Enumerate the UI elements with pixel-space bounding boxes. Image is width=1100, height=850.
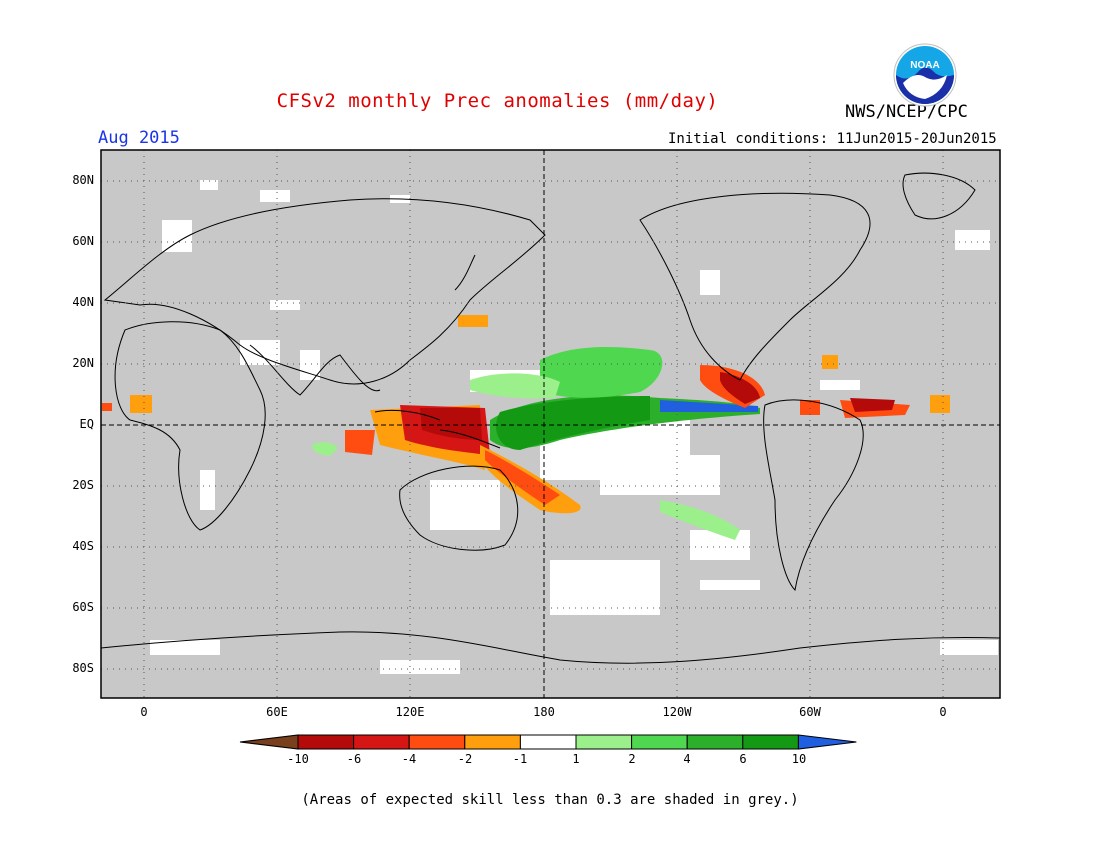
colorbar-label: -6 — [346, 752, 362, 766]
forecast-month-label: Aug 2015 — [98, 128, 180, 148]
coastlines — [100, 172, 1001, 664]
colorbar — [239, 734, 857, 750]
lat-label: EQ — [79, 417, 94, 431]
colorbar-label: -4 — [401, 752, 417, 766]
agency-label: NWS/NCEP/CPC — [845, 102, 968, 122]
lat-label: 60N — [72, 234, 94, 248]
colorbar-max-arrow — [797, 734, 857, 750]
colorbar-swatch — [297, 734, 355, 750]
colorbar-swatch — [686, 734, 744, 750]
wet-anomaly-areas — [312, 347, 760, 540]
lon-label: 0 — [939, 705, 947, 719]
colorbar-min-arrow — [239, 734, 299, 750]
lat-label: 60S — [72, 600, 94, 614]
lat-label: 80S — [72, 661, 94, 675]
colorbar-swatch — [519, 734, 577, 750]
lat-label: 20N — [72, 356, 94, 370]
lon-label: 0 — [140, 705, 148, 719]
noaa-logo-icon: NOAA — [893, 43, 957, 107]
colorbar-label: 6 — [739, 752, 747, 766]
lat-label: 80N — [72, 173, 94, 187]
initial-conditions-label: Initial conditions: 11Jun2015-20Jun2015 — [668, 131, 997, 147]
colorbar-swatch — [464, 734, 521, 750]
dry-anomaly-areas — [102, 315, 950, 514]
map-frame — [100, 149, 1001, 699]
map-title: CFSv2 monthly Prec anomalies (mm/day) — [276, 90, 719, 112]
lat-label: 40S — [72, 539, 94, 553]
colorbar-swatch — [575, 734, 633, 750]
colorbar-swatch — [353, 734, 410, 750]
colorbar-swatch — [742, 734, 799, 750]
lon-label: 60E — [266, 705, 288, 719]
colorbar-swatch — [631, 734, 688, 750]
lon-label: 120W — [662, 705, 692, 719]
graticule — [101, 150, 1000, 698]
colorbar-swatch — [408, 734, 466, 750]
colorbar-label: 1 — [572, 752, 580, 766]
lon-label: 180 — [533, 705, 555, 719]
noaa-logo-text: NOAA — [910, 60, 939, 71]
lon-label: 120E — [395, 705, 425, 719]
colorbar-label: -2 — [457, 752, 473, 766]
lat-label: 20S — [72, 478, 94, 492]
colorbar-label: 2 — [628, 752, 636, 766]
equator-dateline — [101, 150, 1000, 698]
lat-label: 40N — [72, 295, 94, 309]
lon-label: 60W — [799, 705, 821, 719]
colorbar-label: -10 — [287, 752, 309, 766]
colorbar-label: 10 — [791, 752, 807, 766]
skill-footnote: (Areas of expected skill less than 0.3 a… — [301, 792, 799, 808]
colorbar-label: 4 — [683, 752, 691, 766]
colorbar-label: -1 — [512, 752, 528, 766]
